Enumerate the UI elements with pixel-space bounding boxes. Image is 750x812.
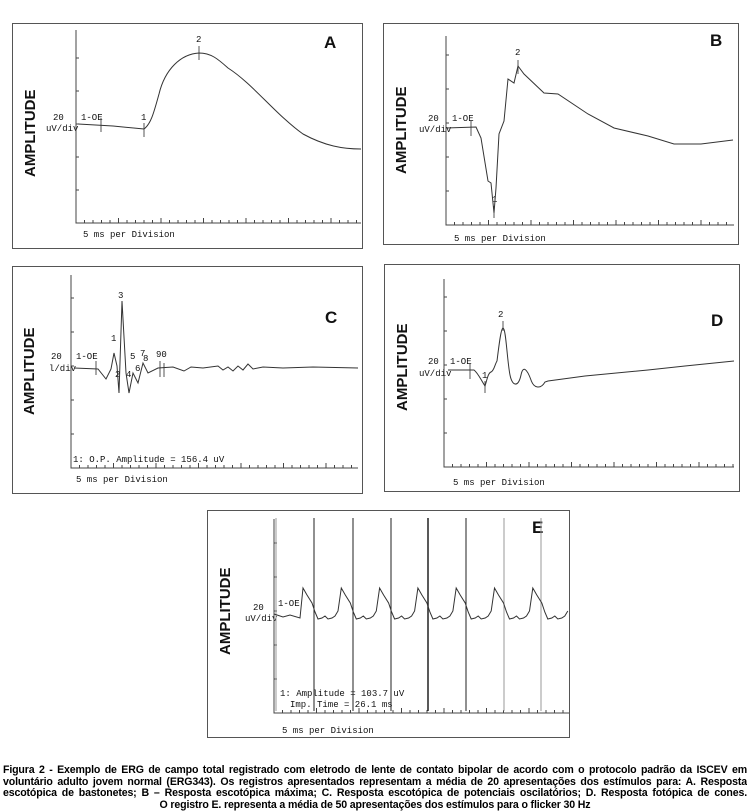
marker-1: 1 — [111, 334, 116, 344]
marker-5: 5 — [130, 352, 135, 362]
axis-lines — [70, 275, 358, 469]
axes — [75, 30, 361, 224]
marker-ticks — [100, 46, 200, 137]
scale-value: 20 — [428, 357, 439, 367]
erg-plot-a: AMPLITUDE A 20 uV/div 1-OE 1 2 5 ms per … — [22, 30, 362, 240]
erg-plot-e: AMPLITUDE E 20 uV/div 1-OE 1: Amplitude … — [217, 518, 569, 736]
op-amplitude-readout: 1: O.P. Amplitude = 156.4 uV — [73, 455, 225, 465]
panel-letter: D — [711, 311, 723, 330]
figure-caption: Figura 2 - Exemplo de ERG de campo total… — [3, 765, 747, 811]
scale-value: 20 — [253, 603, 264, 613]
waveform — [273, 586, 569, 620]
axis-lines — [445, 36, 734, 226]
channel-label: 1-OE — [450, 357, 472, 367]
axis-lines — [75, 30, 361, 224]
channel-label: 1-OE — [81, 113, 103, 123]
caption-line: O registro E. representa a média de 50 a… — [159, 799, 591, 811]
scale-value: 20 — [53, 113, 64, 123]
marker-2: 2 — [196, 35, 201, 45]
x-axis-label: 5 ms per Division — [454, 234, 546, 244]
marker-4: 4 — [126, 370, 131, 380]
scale-unit: uV/div — [419, 125, 452, 135]
erg-plot-c: AMPLITUDE C 20 l/div 1-OE 1 2 3 4 5 6 7 … — [21, 275, 359, 485]
x-axis-label: 5 ms per Division — [83, 230, 175, 240]
scale-unit: l/div — [49, 364, 77, 374]
marker-2: 2 — [498, 310, 503, 320]
marker-ticks — [469, 321, 504, 393]
panel-b: AMPLITUDE B 20 uV/div 1-OE 1 2 5 ms per … — [383, 23, 739, 245]
scale-value: 20 — [428, 114, 439, 124]
panel-letter: A — [324, 33, 336, 52]
caption-line: Figura 2 - Exemplo de ERG de campo total… — [3, 765, 747, 776]
amplitude-readout: 1: Amplitude = 103.7 uV — [280, 689, 405, 699]
y-axis-label: AMPLITUDE — [21, 328, 38, 416]
marker-2: 2 — [515, 48, 520, 58]
marker-3: 3 — [118, 291, 123, 301]
axis-lines — [273, 519, 569, 714]
scale-unit: uV/div — [245, 614, 278, 624]
scale-unit: uV/div — [419, 369, 452, 379]
caption-line: escotópica de bastonetes; B – Resposta e… — [3, 788, 747, 799]
marker-6: 6 — [135, 364, 140, 374]
waveform — [448, 327, 735, 388]
caption-line: voluntário adulto jovem normal (ERG343).… — [3, 776, 747, 788]
axes — [70, 275, 358, 469]
scale-unit: uV/div — [46, 124, 79, 134]
panel-e: AMPLITUDE E 20 uV/div 1-OE 1: Amplitude … — [207, 510, 570, 738]
marker-7: 7 — [140, 349, 145, 359]
panel-d: AMPLITUDE D 20 uV/div 1-OE 1 2 5 ms per … — [384, 264, 740, 492]
implicit-time-readout: Imp. Time = 26.1 ms — [290, 700, 393, 710]
axes — [273, 519, 569, 714]
y-axis-label: AMPLITUDE — [22, 90, 39, 178]
stimulus-markers — [275, 518, 542, 711]
marker-8: 8 — [143, 354, 148, 364]
panel-c: AMPLITUDE C 20 l/div 1-OE 1 2 3 4 5 6 7 … — [12, 266, 363, 494]
channel-label: 1-OE — [76, 352, 98, 362]
erg-plot-b: AMPLITUDE B 20 uV/div 1-OE 1 2 5 ms per … — [393, 31, 734, 244]
x-axis-label: 5 ms per Division — [76, 475, 168, 485]
panel-letter: C — [325, 308, 337, 327]
y-axis-label: AMPLITUDE — [393, 87, 410, 175]
waveform — [73, 300, 359, 394]
x-axis-label: 5 ms per Division — [453, 478, 545, 488]
marker-1: 1 — [141, 113, 146, 123]
marker-90: 90 — [156, 350, 167, 360]
waveform — [77, 52, 362, 150]
panel-letter: E — [532, 518, 543, 537]
scale-value: 20 — [51, 352, 62, 362]
axis-lines — [443, 279, 734, 468]
x-axis-label: 5 ms per Division — [282, 726, 374, 736]
waveform — [445, 64, 734, 214]
panel-letter: B — [710, 31, 722, 50]
y-axis-label: AMPLITUDE — [394, 324, 411, 412]
erg-plot-d: AMPLITUDE D 20 uV/div 1-OE 1 2 5 ms per … — [394, 279, 735, 488]
y-axis-label: AMPLITUDE — [217, 568, 234, 656]
panel-a: AMPLITUDE A 20 uV/div 1-OE 1 2 5 ms per … — [12, 23, 363, 249]
channel-label: 1-OE — [278, 599, 300, 609]
axes — [443, 279, 734, 468]
marker-ticks — [95, 361, 165, 377]
channel-label: 1-OE — [452, 114, 474, 124]
marker-1: 1 — [482, 371, 487, 381]
axes — [445, 36, 734, 226]
